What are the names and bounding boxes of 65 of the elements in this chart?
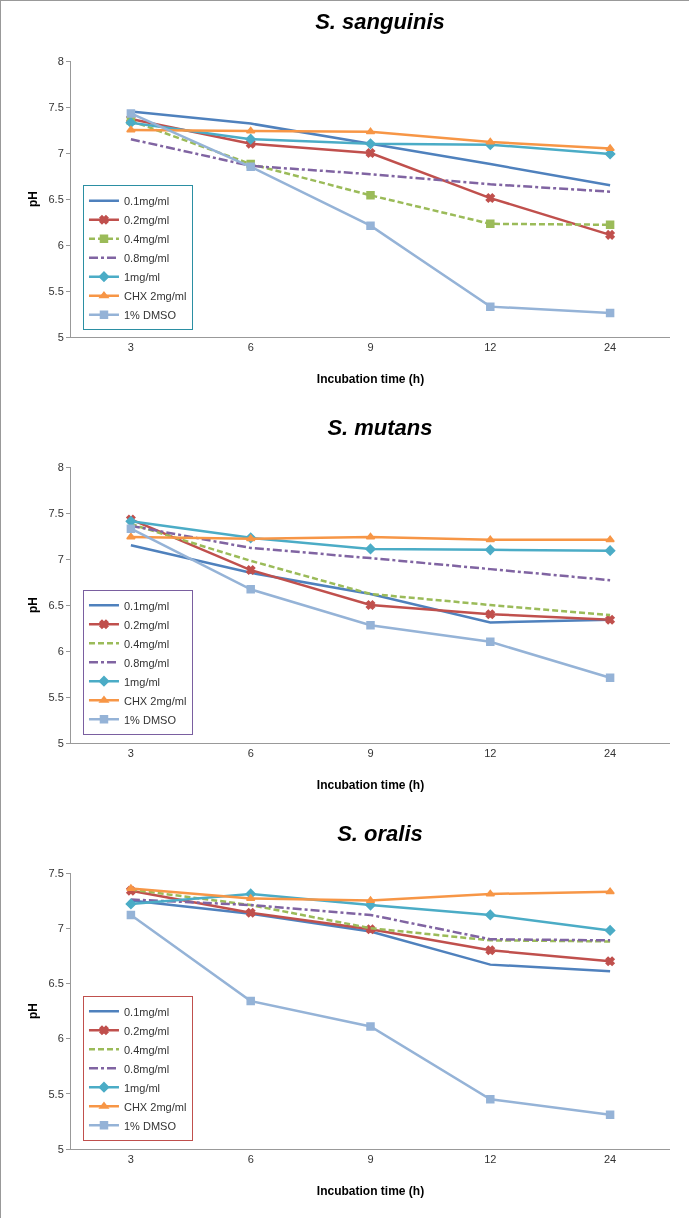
x-tick-label: 24 — [603, 747, 617, 760]
y-tick-label: 6 — [57, 1032, 64, 1045]
legend-label: 0.1mg/ml — [123, 599, 170, 612]
x-tick-label: 6 — [247, 341, 254, 354]
y-tick-label: 7 — [57, 552, 64, 565]
x-tick-label: 12 — [484, 1153, 497, 1166]
legend-label: 0.4mg/ml — [123, 637, 170, 650]
x-tick-label: 6 — [247, 747, 254, 760]
chart-title: S. mutans — [327, 414, 433, 440]
legend-label: CHX 2mg/ml — [123, 694, 187, 707]
legend-label: CHX 2mg/ml — [123, 1100, 187, 1113]
y-tick-label: 7.5 — [48, 100, 64, 113]
y-axis-title: pH — [26, 1003, 40, 1019]
x-tick-label: 6 — [247, 1153, 254, 1166]
legend-label: 0.1mg/ml — [123, 1005, 170, 1018]
y-tick-label: 7 — [57, 146, 64, 159]
y-tick-label: 5.5 — [48, 284, 64, 297]
legend-label: 1mg/ml — [123, 1081, 161, 1094]
legend-label: 0.2mg/ml — [123, 213, 170, 226]
legend-label: 1mg/ml — [123, 270, 161, 283]
legend-label: 0.8mg/ml — [123, 656, 170, 669]
x-axis-title: Incubation time (h) — [316, 1184, 425, 1198]
x-tick-label: 9 — [367, 1153, 374, 1166]
y-tick-label: 5.5 — [48, 1087, 64, 1100]
legend-label: 1mg/ml — [123, 675, 161, 688]
legend-label: 1% DMSO — [123, 713, 177, 726]
legend-label: 1% DMSO — [123, 308, 177, 321]
y-tick-label: 5 — [57, 1142, 64, 1155]
chart-title: S. oralis — [337, 820, 423, 846]
y-axis-title: pH — [26, 191, 40, 207]
y-tick-label: 8 — [57, 54, 64, 67]
legend-label: 0.1mg/ml — [123, 194, 170, 207]
chart-title: S. sanguinis — [315, 8, 445, 34]
y-tick-label: 5.5 — [48, 690, 64, 703]
y-axis-title: pH — [26, 597, 40, 613]
x-tick-label: 12 — [484, 747, 497, 760]
x-tick-label: 24 — [603, 341, 617, 354]
y-tick-label: 6 — [57, 238, 64, 251]
x-axis-title: Incubation time (h) — [316, 778, 425, 792]
y-tick-label: 5 — [57, 330, 64, 343]
x-tick-label: 3 — [127, 1153, 134, 1166]
legend-label: 0.2mg/ml — [123, 618, 170, 631]
x-tick-label: 3 — [127, 747, 134, 760]
legend-label: 0.4mg/ml — [123, 232, 170, 245]
y-tick-label: 6 — [57, 644, 64, 657]
x-tick-label: 9 — [367, 747, 374, 760]
legend-label: 0.8mg/ml — [123, 251, 170, 264]
y-tick-label: 7.5 — [48, 506, 64, 519]
legend-label: 0.2mg/ml — [123, 1024, 170, 1037]
legend-label: 0.8mg/ml — [123, 1062, 170, 1075]
y-tick-label: 6.5 — [48, 977, 64, 990]
x-axis-title: Incubation time (h) — [316, 372, 425, 386]
y-tick-label: 7.5 — [48, 866, 64, 879]
legend-label: 0.4mg/ml — [123, 1043, 170, 1056]
x-tick-label: 12 — [484, 341, 497, 354]
x-tick-label: 24 — [603, 1153, 617, 1166]
y-tick-label: 8 — [57, 460, 64, 473]
x-tick-label: 9 — [367, 341, 374, 354]
y-tick-label: 5 — [57, 736, 64, 749]
legend-label: CHX 2mg/ml — [123, 289, 187, 302]
y-tick-label: 6.5 — [48, 598, 64, 611]
legend-label: 1% DMSO — [123, 1119, 177, 1132]
y-tick-label: 6.5 — [48, 192, 64, 205]
y-tick-label: 7 — [57, 922, 64, 935]
x-tick-label: 3 — [127, 341, 134, 354]
